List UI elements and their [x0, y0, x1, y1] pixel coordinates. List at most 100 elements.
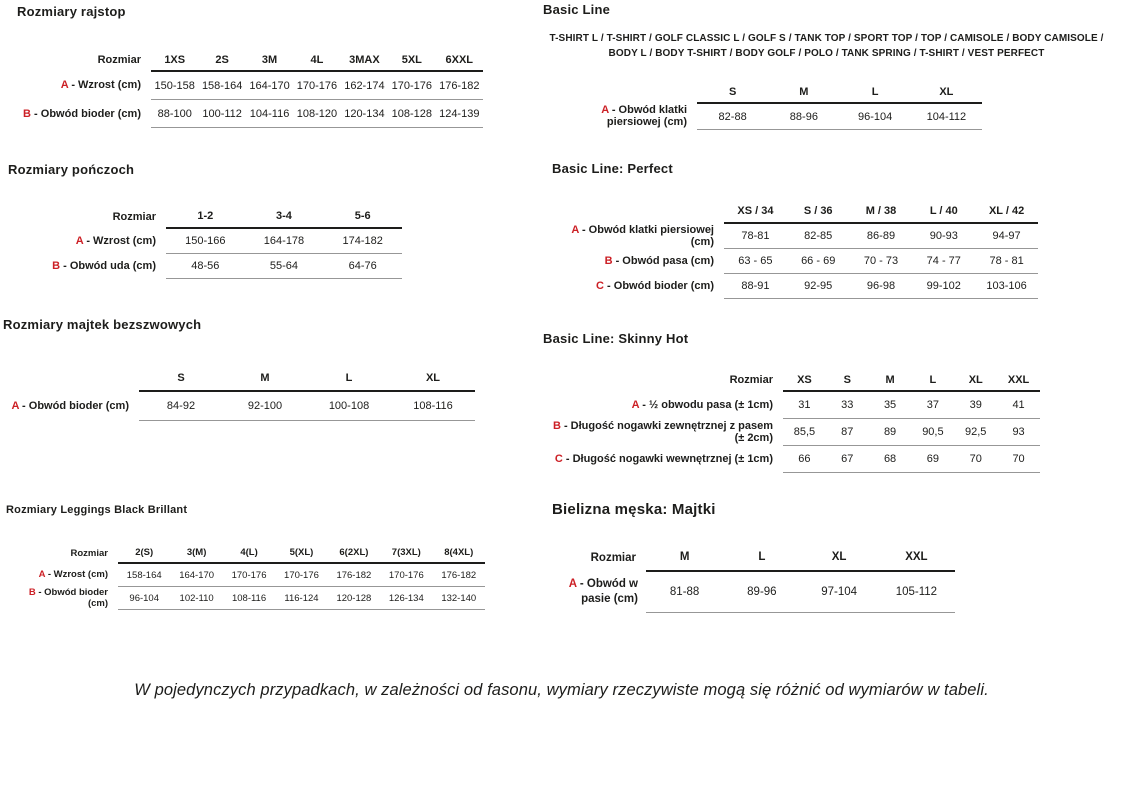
- row-label: A - Wzrost (cm): [75, 234, 156, 247]
- table-row: A - Wzrost (cm) 158-164 164-170 170-176 170-…: [6, 563, 485, 587]
- header-row: XS / 34 S / 36 M / 38 L / 40 XL / 42: [552, 200, 1038, 224]
- table-row: B - Obwód bioder (cm) 96-104 102-110 108-11…: [6, 586, 485, 610]
- table-row: A - Obwód w pasie (cm) 81-88 89-96 97-104 10…: [552, 571, 955, 613]
- size-value: 35: [868, 391, 912, 419]
- row-label: A - Wzrost (cm): [38, 569, 108, 581]
- size-value: 108-116: [391, 391, 475, 421]
- column-header: XL / 42: [975, 200, 1038, 224]
- corner-label: Rozmiar: [97, 54, 141, 66]
- row-label: C - Obwód bioder (cm): [596, 280, 714, 292]
- section-rozmiary-rajstop: Rozmiary rajstop Rozmiar 1XS 2S 3M 4L 3MAX 5XL…: [17, 4, 483, 128]
- column-header: S / 36: [786, 200, 850, 224]
- section-title: Basic Line: [543, 2, 611, 17]
- size-table-container: S M L XL A - Obwód klatki piersiowej (cm) 82-…: [543, 81, 1110, 130]
- header-row: S M L XL: [3, 365, 475, 392]
- dimension-letter: B: [552, 420, 561, 432]
- size-value: 176-182: [327, 563, 381, 587]
- footer-note: W pojedynczych przypadkach, w zależności…: [134, 681, 989, 699]
- size-value: 90,5: [911, 418, 955, 446]
- size-value: 174-182: [323, 228, 402, 254]
- dimension-letter: B: [23, 107, 31, 120]
- row-label: A - Obwód klatki piersiowej (cm): [601, 104, 687, 129]
- corner-label: [552, 200, 724, 223]
- size-value: 82-85: [786, 223, 850, 249]
- size-value: 120-128: [327, 586, 381, 610]
- section-rozmiary-ponczoch: Rozmiary pończoch Rozmiar 1-2 3-4 5-6 A - Wz…: [8, 162, 402, 279]
- rozmiary-rajstop-table: Rozmiar 1XS 2S 3M 4L 3MAX 5XL 6XXL A - Wzrost (c…: [17, 49, 483, 128]
- size-value: 33: [825, 391, 869, 419]
- row-label: A - Obwód klatki piersiowej (cm): [571, 223, 714, 248]
- dimension-letter: A: [601, 104, 609, 117]
- column-header: XL: [391, 365, 475, 392]
- section-title: Rozmiary rajstop: [17, 4, 126, 19]
- size-value: 89-96: [723, 571, 801, 613]
- table-row: B - Obwód bioder (cm) 88-100 100-112 104-11…: [17, 99, 483, 128]
- column-header: 2(S): [118, 543, 171, 564]
- size-value: 89: [868, 418, 912, 446]
- column-header: L: [723, 544, 801, 572]
- column-header: 3-4: [244, 205, 324, 229]
- column-header: M: [646, 544, 724, 572]
- column-header: 1XS: [151, 49, 199, 72]
- column-header: L: [307, 365, 391, 392]
- size-value: 87: [825, 418, 869, 446]
- bielizna-meska-majtki-table: Rozmiar M L XL XXL A - Obwód w pasie (cm) 81-8…: [552, 544, 955, 613]
- size-value: 170-176: [293, 71, 341, 100]
- size-value: 132-140: [432, 586, 485, 610]
- size-value: 64-76: [323, 253, 402, 279]
- header-row: S M L XL: [543, 81, 982, 104]
- size-value: 93: [997, 418, 1040, 446]
- size-table-container: Rozmiar 1-2 3-4 5-6 A - Wzrost (cm) 150-166 16…: [8, 205, 402, 279]
- table-row: A - Wzrost (cm) 150-158 158-164 164-170 170-…: [17, 71, 483, 100]
- size-value: 69: [911, 445, 955, 473]
- section-title: Rozmiary pończoch: [8, 162, 135, 177]
- column-header: 6XXL: [435, 49, 483, 72]
- size-value: 48-56: [166, 253, 245, 279]
- dimension-letter: A: [571, 223, 579, 236]
- size-value: 94-97: [975, 223, 1038, 249]
- size-value: 158-164: [198, 71, 246, 100]
- size-value: 104-116: [245, 99, 294, 128]
- column-header: 5-6: [323, 205, 402, 229]
- size-value: 105-112: [877, 571, 955, 613]
- header-row: Rozmiar 2(S) 3(M) 4(L) 5(XL) 6(2XL) 7(3XL) 8(4X…: [6, 543, 485, 564]
- corner-label: Rozmiar: [729, 374, 773, 386]
- row-label: B - Obwód bioder (cm): [23, 107, 141, 120]
- corner-label: [3, 365, 139, 391]
- size-value: 88-100: [151, 99, 199, 128]
- section-title: Rozmiary majtek bezszwowych: [3, 317, 202, 332]
- size-value: 96-104: [839, 103, 911, 130]
- column-header: XS / 34: [724, 200, 787, 224]
- row-label: B - Długość nogawki zewnętrznej z pasem …: [552, 420, 773, 444]
- section-title: Rozmiary Leggings Black Brillant: [6, 504, 188, 516]
- column-header: 4L: [293, 49, 341, 72]
- column-header: S: [825, 369, 869, 392]
- rozmiary-majtek-bezszwowych-table: S M L XL A - Obwód bioder (cm) 84-92 92-100 100…: [3, 365, 475, 421]
- table-row: B - Obwód uda (cm) 48-56 55-64 64-76: [8, 253, 402, 279]
- column-header: 8(4XL): [432, 543, 485, 564]
- header-row: Rozmiar 1XS 2S 3M 4L 3MAX 5XL 6XXL: [17, 49, 483, 72]
- column-header: XL: [910, 81, 982, 104]
- size-value: 97-104: [800, 571, 878, 613]
- section-title: Basic Line: Perfect: [552, 161, 673, 176]
- section-basic-line-skinny-hot: Basic Line: Skinny Hot Rozmiar XS S M L XL XXL…: [543, 331, 1040, 473]
- dimension-letter: B: [52, 260, 61, 272]
- size-value: 116-124: [275, 586, 328, 610]
- size-value: 126-134: [380, 586, 433, 610]
- size-value: 120-134: [340, 99, 389, 128]
- size-value: 37: [911, 391, 955, 419]
- table-row: C - Obwód bioder (cm) 88-91 92-95 96-98 99-1…: [552, 273, 1038, 299]
- size-value: 108-116: [222, 586, 276, 610]
- row-label: A - Wzrost (cm): [60, 79, 141, 92]
- dimension-letter: A: [75, 234, 84, 247]
- corner-label: Rozmiar: [590, 551, 636, 564]
- size-value: 99-102: [912, 273, 976, 299]
- column-header: 3M: [245, 49, 294, 72]
- size-value: 66 - 69: [786, 248, 850, 274]
- header-row: Rozmiar 1-2 3-4 5-6: [8, 205, 402, 229]
- corner-label: Rozmiar: [112, 210, 156, 223]
- column-header: S: [697, 81, 769, 104]
- column-header: M: [223, 365, 307, 392]
- basic-line-perfect-table: XS / 34 S / 36 M / 38 L / 40 XL / 42 A - Obwó…: [552, 200, 1038, 299]
- row-label: B - Obwód bioder (cm): [28, 587, 108, 609]
